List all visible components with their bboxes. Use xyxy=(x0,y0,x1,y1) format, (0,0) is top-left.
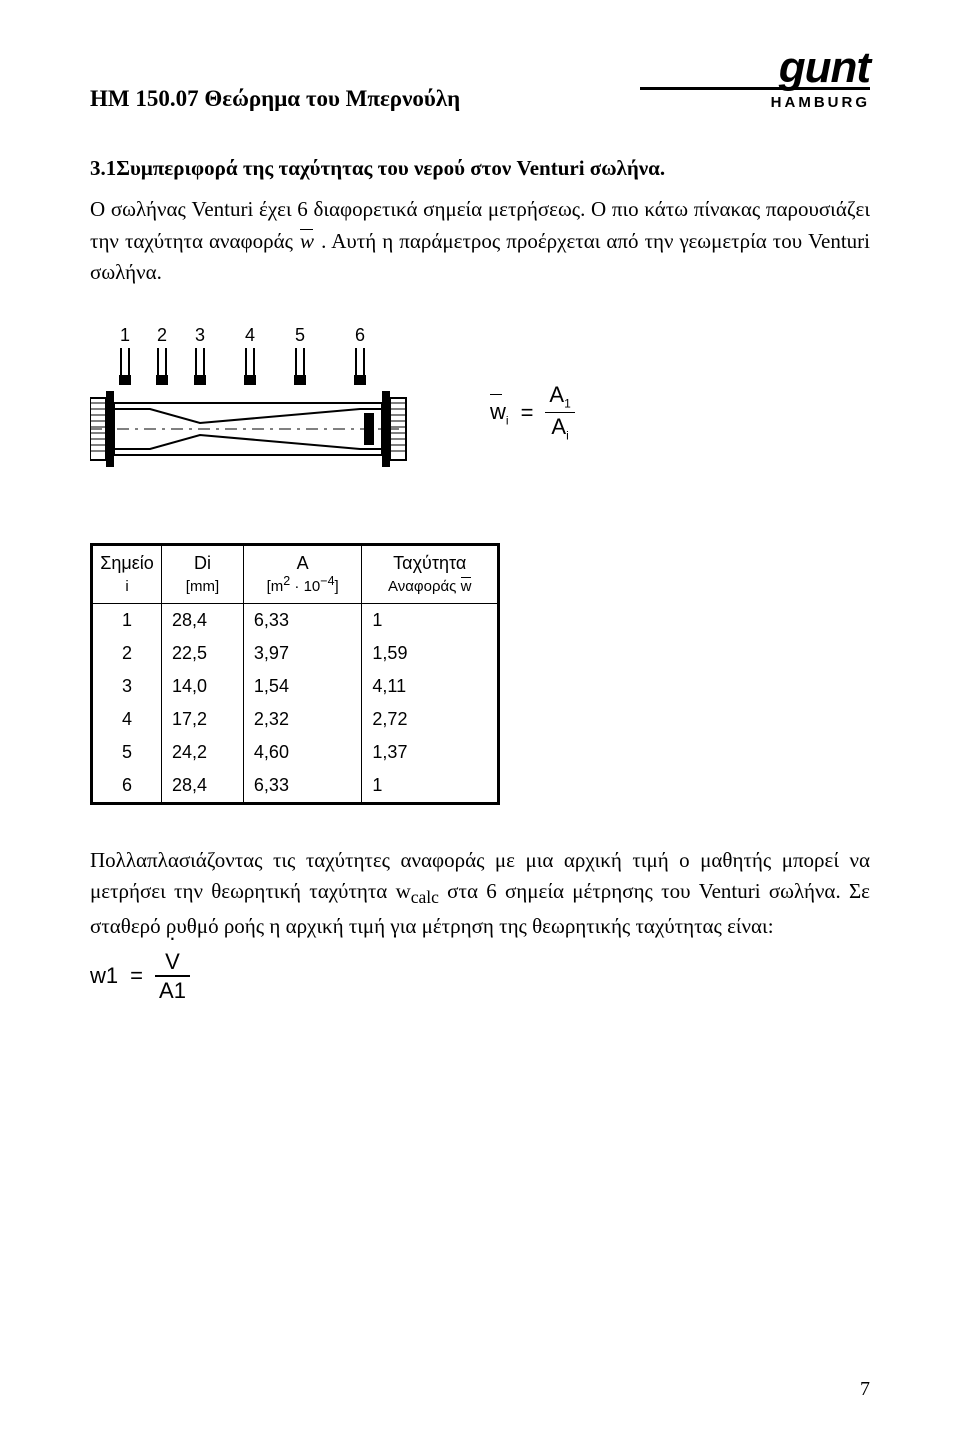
brand-logo: gunt HAMBURG xyxy=(640,50,870,115)
formula-num: A xyxy=(549,382,564,407)
formula-lhs-sym: w xyxy=(490,395,506,428)
th-point: Σημείο i xyxy=(92,544,162,603)
table-row: 524,24,601,37 xyxy=(92,736,499,769)
formula-den: A xyxy=(551,414,566,439)
tap-label: 5 xyxy=(295,325,305,345)
intro-paragraph: Ο σωλήνας Venturi έχει 6 διαφορετικά σημ… xyxy=(90,194,870,289)
formula2-den: A xyxy=(159,978,174,1003)
formula-fraction: A1 Ai xyxy=(545,383,574,442)
venturi-table: Σημείο i Di [mm] A [m2 · 10−4] Ταχύτητα … xyxy=(90,543,500,805)
formula2-den-sub: 1 xyxy=(174,978,186,1003)
tap-label: 3 xyxy=(195,325,205,345)
tap-label: 2 xyxy=(157,325,167,345)
th-di: Di [mm] xyxy=(162,544,244,603)
table-row: 222,53,971,59 xyxy=(92,637,499,670)
formula2-eq: = xyxy=(130,959,143,992)
page-number: 7 xyxy=(860,1374,870,1404)
tap-label: 1 xyxy=(120,325,130,345)
diagram-row: 1 2 3 4 5 6 xyxy=(90,323,870,503)
page-header: HM 150.07 Θεώρημα του Μπερνούλη gunt HAM… xyxy=(90,50,870,117)
table-row: 314,01,544,11 xyxy=(92,670,499,703)
para-2: Πολλαπλασιάζοντας τις ταχύτητες αναφοράς… xyxy=(90,845,870,942)
table-row: 417,22,322,72 xyxy=(92,703,499,736)
formula2-fraction: V A1 xyxy=(155,950,190,1002)
formula2-lhs-sub: 1 xyxy=(106,963,118,988)
formula-den-sub: i xyxy=(566,429,569,443)
venturi-diagram: 1 2 3 4 5 6 xyxy=(90,323,430,503)
formula-wi: wi = A1 Ai xyxy=(490,383,575,442)
formula-lhs-sub: i xyxy=(506,414,509,428)
logo-main-text: gunt xyxy=(640,50,870,90)
formula-num-sub: 1 xyxy=(564,396,571,410)
wbar-symbol: w xyxy=(299,226,315,258)
para2-sub: calc xyxy=(411,887,439,907)
tap-label: 6 xyxy=(355,325,365,345)
th-a: A [m2 · 10−4] xyxy=(243,544,362,603)
section-heading: 3.1Συμπεριφορά της ταχύτητας του νερού σ… xyxy=(90,153,870,185)
table-row: 128,46,331 xyxy=(92,603,499,637)
table-row: 628,46,331 xyxy=(92,769,499,804)
tap-label: 4 xyxy=(245,325,255,345)
formula2-num: V xyxy=(165,950,180,973)
formula-eq: = xyxy=(521,396,534,429)
logo-sub-text: HAMBURG xyxy=(640,90,870,115)
formula2-lhs-sym: w xyxy=(90,963,106,988)
doc-title: HM 150.07 Θεώρημα του Μπερνούλη xyxy=(90,50,460,117)
formula-w1: w1 = V A1 xyxy=(90,950,870,1002)
th-w: Ταχύτητα Αναφοράς w xyxy=(362,544,499,603)
